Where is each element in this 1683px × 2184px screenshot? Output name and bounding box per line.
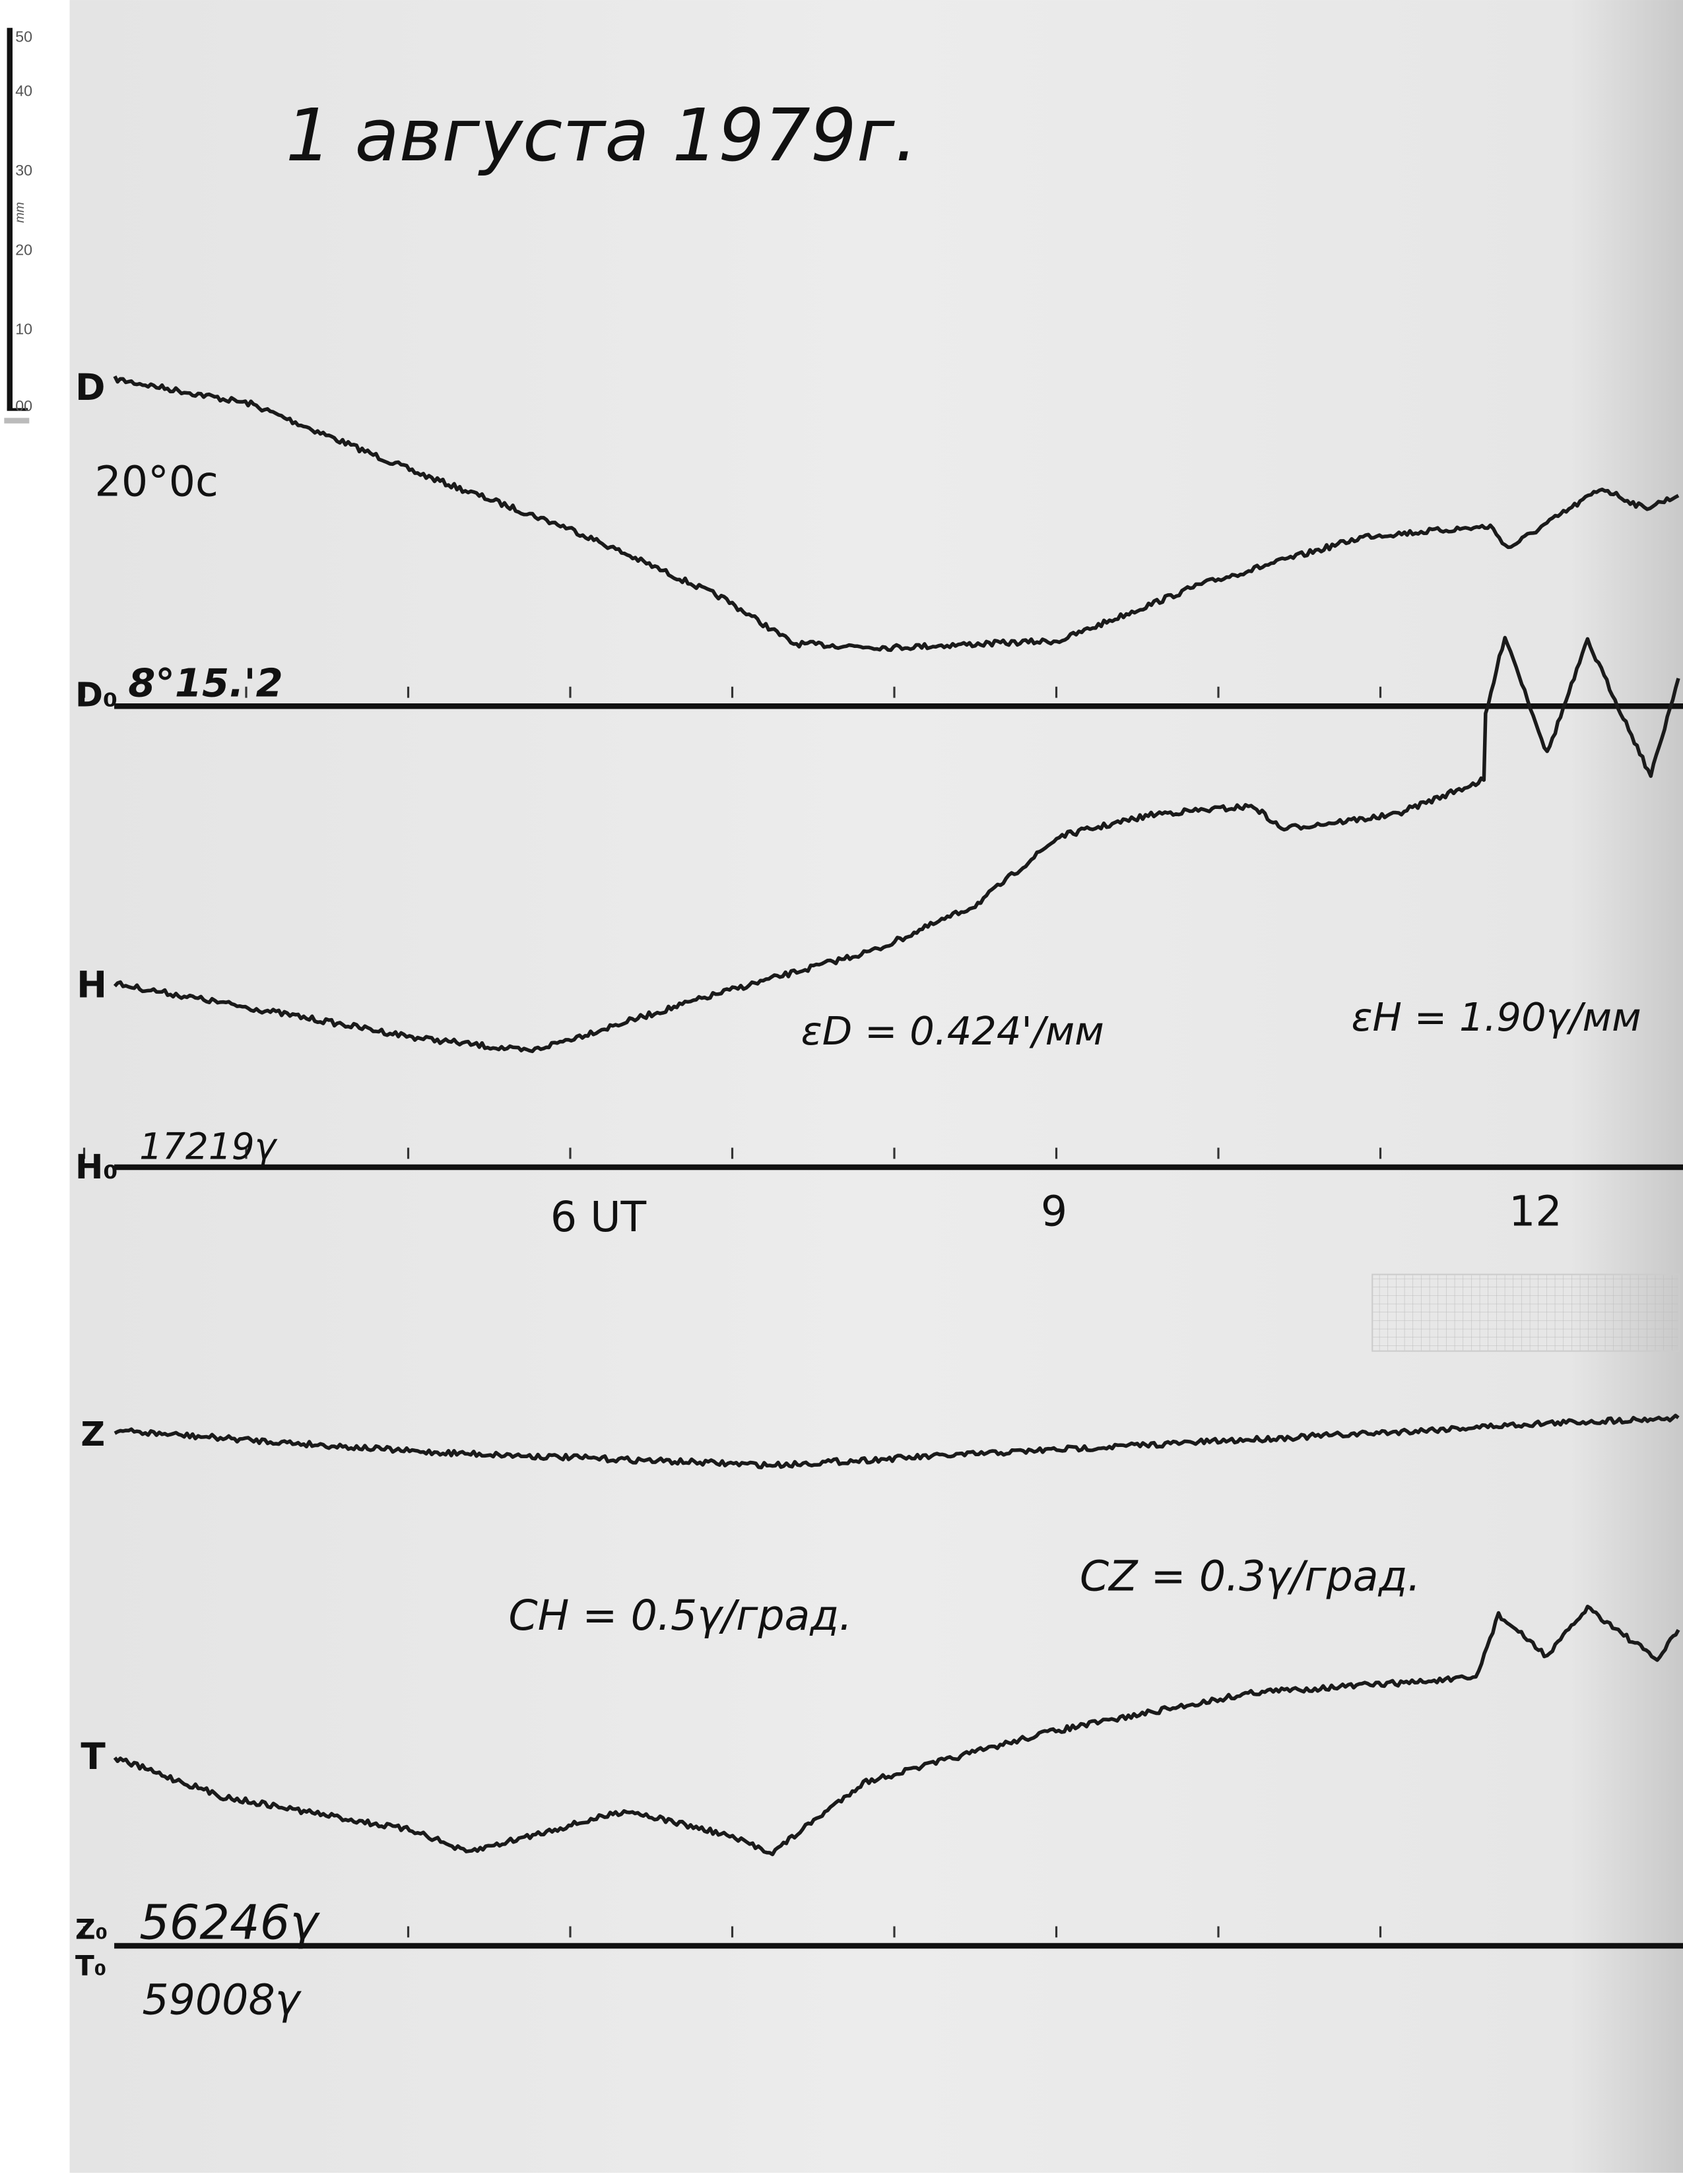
d0-value: 8°15.'2 [128, 660, 283, 705]
label-t: T [81, 1735, 106, 1778]
trace-z [114, 1413, 1680, 1469]
t0-value: 59008γ [142, 1975, 302, 2024]
label-d0: D₀ [75, 675, 117, 714]
scale-tick-30: 30 [15, 162, 32, 179]
label-z0: Z₀ [75, 1913, 108, 1945]
c-z: CZ = 0.3γ/град. [1080, 1552, 1421, 1601]
trace-d [113, 375, 1680, 653]
scale-tick-50: 50 [15, 28, 32, 45]
paper [69, 0, 1683, 2173]
label-h: H [77, 963, 107, 1006]
scale-unit: mm [13, 202, 27, 223]
chart-title: 1 августа 1979г. [286, 93, 918, 177]
epsilon-h: εH = 1.90γ/мм [1352, 994, 1641, 1040]
trace-t [113, 1605, 1680, 1857]
scale-tick-00: 00 [15, 397, 32, 414]
epsilon-d: εD = 0.424'/мм [801, 1008, 1104, 1054]
trace-h [113, 635, 1680, 1054]
scale-tick-40: 40 [15, 82, 32, 100]
label-h0: H₀ [75, 1147, 118, 1186]
c-h: CH = 0.5γ/град. [508, 1591, 852, 1640]
x-tick-9: 9 [1041, 1187, 1067, 1236]
label-d-temperature: 20°0с [95, 457, 218, 506]
x-tick-12: 12 [1509, 1187, 1562, 1236]
graph-paper-patch [1371, 1273, 1680, 1352]
label-t0: T₀ [75, 1949, 106, 1981]
x-tick-6ut: 6 UT [550, 1192, 647, 1241]
scale-tick-10: 10 [15, 321, 32, 338]
h0-value: 17219γ [139, 1125, 278, 1167]
z0-value: 56246γ [139, 1894, 320, 1950]
label-z: Z [81, 1415, 105, 1454]
scale-bar: 50 40 30 20 10 00 mm [4, 28, 32, 424]
label-d: D [75, 366, 106, 408]
scale-tick-20: 20 [15, 241, 32, 258]
